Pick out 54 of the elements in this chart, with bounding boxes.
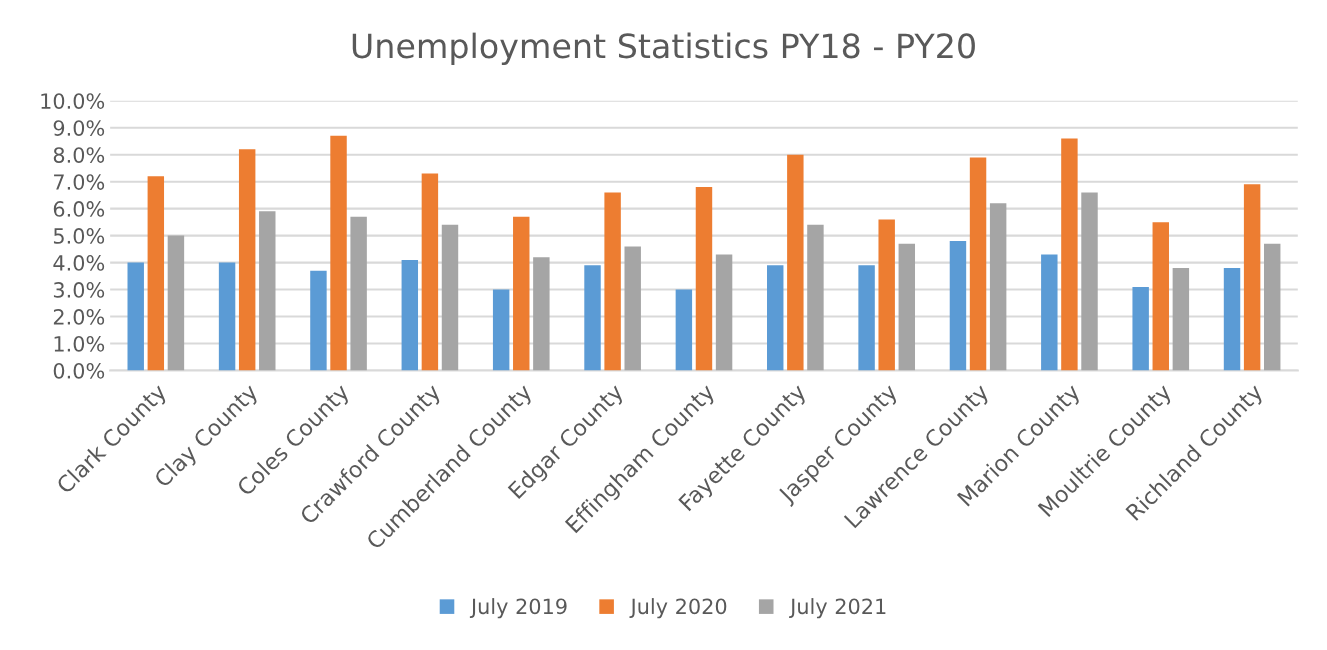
- y-tick-label: 1.0%: [54, 335, 105, 352]
- bar: [1041, 254, 1058, 371]
- bar: [310, 270, 327, 371]
- y-tick-label: 4.0%: [53, 255, 105, 271]
- bar: [492, 289, 510, 371]
- bar: [767, 265, 784, 371]
- bar: [624, 246, 641, 371]
- bar: [1223, 268, 1241, 371]
- legend-label: July 2019: [469, 598, 567, 619]
- bar: [1081, 192, 1098, 371]
- bar: [715, 254, 733, 371]
- chart-title: Unemployment Statistics PY18 - PY20: [352, 32, 975, 65]
- bar: [238, 149, 256, 371]
- bar: [1264, 243, 1281, 371]
- bar: [989, 203, 1007, 371]
- bar: [969, 157, 987, 371]
- bar: [675, 289, 693, 371]
- bar: [949, 241, 967, 371]
- bar: [421, 173, 439, 371]
- bar: [1172, 268, 1190, 371]
- bar: [441, 224, 459, 371]
- bar: [695, 187, 713, 371]
- bar: [513, 216, 530, 371]
- bar: [1061, 138, 1078, 371]
- y-tick-label: 10.0%: [41, 93, 105, 109]
- y-tick-label: 6.0%: [53, 201, 105, 217]
- y-tick-label: 0.0%: [53, 362, 105, 379]
- bar: [807, 224, 824, 371]
- bar: [533, 257, 550, 371]
- bar: [167, 235, 185, 371]
- y-tick-label: 7.0%: [54, 174, 105, 190]
- legend-label: July 2021: [789, 598, 886, 619]
- bar: [330, 135, 347, 371]
- bar: [218, 262, 236, 371]
- y-tick-label: 9.0%: [53, 120, 105, 136]
- y-tick-label: 3.0%: [53, 282, 105, 298]
- bar: [898, 243, 916, 371]
- y-tick-label: 2.0%: [53, 309, 105, 325]
- bar: [1243, 184, 1261, 371]
- bar: [350, 216, 367, 371]
- bar: [604, 192, 621, 371]
- legend-label: July 2020: [629, 598, 727, 619]
- bar: [1152, 222, 1169, 371]
- bar: [858, 265, 875, 371]
- y-tick-label: 8.0%: [53, 147, 105, 163]
- bar: [787, 154, 804, 371]
- bar: [401, 259, 419, 371]
- bar: [259, 211, 276, 371]
- bar: [147, 176, 165, 371]
- bar: [584, 265, 601, 371]
- bar: [878, 219, 895, 371]
- y-tick-label: 5.0%: [53, 228, 105, 244]
- bar: [127, 262, 144, 371]
- bar: [1132, 286, 1149, 371]
